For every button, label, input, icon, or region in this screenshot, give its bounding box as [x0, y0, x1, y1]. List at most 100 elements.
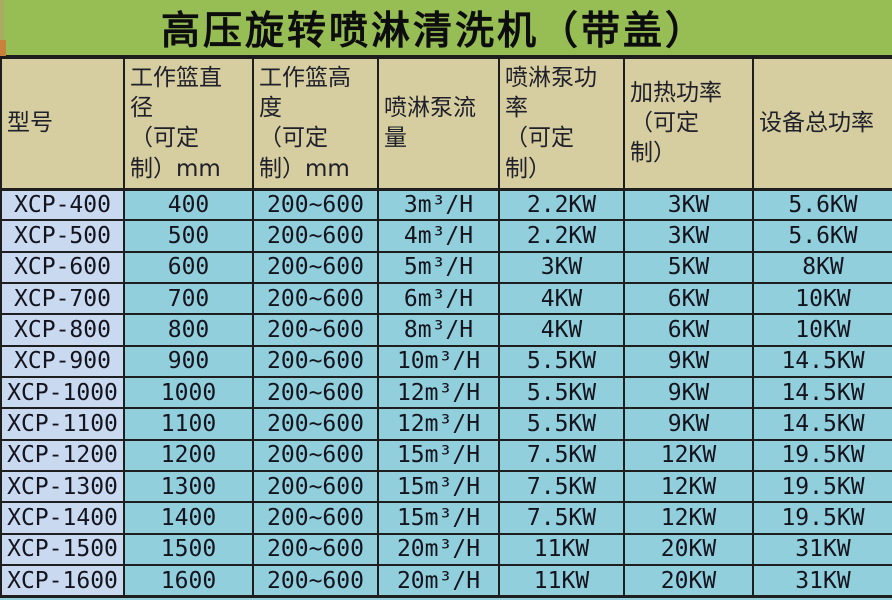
column-header-0: 型号 [0, 57, 125, 191]
value-cell: 15m³/H [377, 438, 500, 473]
column-header-5: 加热功率 （可定 制） [623, 57, 754, 191]
model-cell: XCP-400 [0, 187, 125, 222]
value-cell: 200~600 [252, 187, 379, 222]
value-cell: 5m³/H [377, 250, 500, 285]
value-cell: 1600 [123, 564, 254, 599]
value-cell: 11KW [498, 564, 625, 599]
table-row: XCP-1100 1100 200~600 12m³/H 5.5KW 9KW 14.5KW [0, 407, 892, 441]
value-cell: 600 [123, 250, 254, 285]
spec-table-body: XCP-400 400 200~600 3m³/H 2.2KW 3KW 5.6KW XCP-5… [0, 187, 892, 599]
value-cell: 12KW [623, 470, 754, 504]
table-row: XCP-1200 1200 200~600 15m³/H 7.5KW 12KW 19.5KW [0, 438, 892, 473]
model-cell: XCP-1500 [0, 532, 125, 567]
model-cell: XCP-1600 [0, 564, 125, 599]
spec-table-header: 型号 工作篮直 径 （可定 制）mm 工作篮高 度 （可定 制）mm 喷淋泵流量 喷淋泵… [0, 57, 892, 191]
value-cell: 10m³/H [377, 344, 500, 379]
value-cell: 7.5KW [498, 470, 625, 504]
value-cell: 6m³/H [377, 282, 500, 316]
value-cell: 5KW [623, 250, 754, 285]
model-cell: XCP-1200 [0, 438, 125, 473]
table-row: XCP-1400 1400 200~600 15m³/H 7.5KW 12KW 19.5KW [0, 501, 892, 535]
value-cell: 200~600 [252, 344, 379, 379]
table-row: XCP-900 900 200~600 10m³/H 5.5KW 9KW 14.5KW [0, 344, 892, 379]
value-cell: 6KW [623, 313, 754, 347]
value-cell: 1300 [123, 470, 254, 504]
header-row: 型号 工作篮直 径 （可定 制）mm 工作篮高 度 （可定 制）mm 喷淋泵流量 喷淋泵… [0, 57, 892, 191]
value-cell: 2.2KW [498, 219, 625, 253]
model-cell: XCP-1000 [0, 376, 125, 410]
table-row: XCP-1500 1500 200~600 20m³/H 11KW 20KW 31KW [0, 532, 892, 567]
value-cell: 2.2KW [498, 187, 625, 222]
model-cell: XCP-500 [0, 219, 125, 253]
value-cell: 1500 [123, 532, 254, 567]
value-cell: 19.5KW [752, 438, 892, 473]
value-cell: 200~600 [252, 219, 379, 253]
model-cell: XCP-900 [0, 344, 125, 379]
value-cell: 500 [123, 219, 254, 253]
value-cell: 20m³/H [377, 532, 500, 567]
value-cell: 19.5KW [752, 470, 892, 504]
value-cell: 15m³/H [377, 501, 500, 535]
value-cell: 5.5KW [498, 376, 625, 410]
table-row: XCP-400 400 200~600 3m³/H 2.2KW 3KW 5.6KW [0, 187, 892, 222]
value-cell: 3KW [623, 187, 754, 222]
value-cell: 800 [123, 313, 254, 347]
value-cell: 4KW [498, 313, 625, 347]
value-cell: 3KW [623, 219, 754, 253]
value-cell: 8KW [752, 250, 892, 285]
column-header-4: 喷淋泵功 率 （可定 制） [498, 57, 625, 191]
page-title: 高压旋转喷淋清洗机（带盖） [160, 8, 707, 54]
value-cell: 1400 [123, 501, 254, 535]
value-cell: 10KW [752, 313, 892, 347]
model-cell: XCP-1300 [0, 470, 125, 504]
value-cell: 1100 [123, 407, 254, 441]
value-cell: 3KW [498, 250, 625, 285]
value-cell: 7.5KW [498, 438, 625, 473]
value-cell: 4KW [498, 282, 625, 316]
value-cell: 900 [123, 344, 254, 379]
value-cell: 14.5KW [752, 376, 892, 410]
value-cell: 400 [123, 187, 254, 222]
table-row: XCP-500 500 200~600 4m³/H 2.2KW 3KW 5.6KW [0, 219, 892, 253]
table-row: XCP-600 600 200~600 5m³/H 3KW 5KW 8KW [0, 250, 892, 285]
value-cell: 5.5KW [498, 407, 625, 441]
value-cell: 9KW [623, 376, 754, 410]
value-cell: 19.5KW [752, 501, 892, 535]
value-cell: 1000 [123, 376, 254, 410]
value-cell: 1200 [123, 438, 254, 473]
value-cell: 200~600 [252, 501, 379, 535]
value-cell: 9KW [623, 407, 754, 441]
value-cell: 700 [123, 282, 254, 316]
model-cell: XCP-700 [0, 282, 125, 316]
value-cell: 5.6KW [752, 219, 892, 253]
value-cell: 14.5KW [752, 344, 892, 379]
value-cell: 5.5KW [498, 344, 625, 379]
value-cell: 11KW [498, 532, 625, 567]
value-cell: 20KW [623, 564, 754, 599]
value-cell: 20m³/H [377, 564, 500, 599]
table-row: XCP-1000 1000 200~600 12m³/H 5.5KW 9KW 14.5KW [0, 376, 892, 410]
value-cell: 200~600 [252, 376, 379, 410]
column-header-1: 工作篮直 径 （可定 制）mm [123, 57, 254, 191]
model-cell: XCP-800 [0, 313, 125, 347]
value-cell: 3m³/H [377, 187, 500, 222]
value-cell: 4m³/H [377, 219, 500, 253]
value-cell: 15m³/H [377, 470, 500, 504]
value-cell: 14.5KW [752, 407, 892, 441]
value-cell: 12KW [623, 501, 754, 535]
value-cell: 12m³/H [377, 407, 500, 441]
model-cell: XCP-600 [0, 250, 125, 285]
value-cell: 9KW [623, 344, 754, 379]
value-cell: 200~600 [252, 564, 379, 599]
table-row: XCP-1600 1600 200~600 20m³/H 11KW 20KW 31KW [0, 564, 892, 599]
column-header-3: 喷淋泵流量 [377, 57, 500, 191]
value-cell: 200~600 [252, 532, 379, 567]
value-cell: 10KW [752, 282, 892, 316]
model-cell: XCP-1400 [0, 501, 125, 535]
value-cell: 200~600 [252, 438, 379, 473]
value-cell: 12KW [623, 438, 754, 473]
value-cell: 200~600 [252, 282, 379, 316]
value-cell: 5.6KW [752, 187, 892, 222]
value-cell: 6KW [623, 282, 754, 316]
value-cell: 200~600 [252, 470, 379, 504]
